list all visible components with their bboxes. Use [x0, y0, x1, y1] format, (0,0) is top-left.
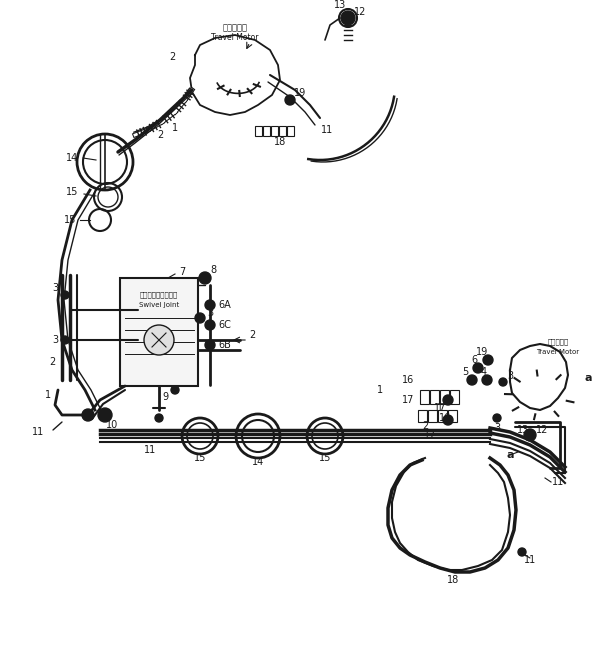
Bar: [440, 390, 449, 404]
Text: 11: 11: [321, 125, 333, 135]
Bar: [120, 278, 198, 386]
Text: スイベルジョイント: スイベルジョイント: [140, 292, 178, 298]
Circle shape: [144, 325, 174, 355]
Text: 走行モータ: 走行モータ: [222, 24, 247, 32]
Circle shape: [443, 415, 453, 425]
Circle shape: [171, 386, 179, 394]
Text: 6B: 6B: [219, 340, 231, 350]
Circle shape: [341, 11, 355, 25]
Text: 11: 11: [524, 555, 536, 565]
Bar: [255, 126, 262, 136]
Text: 6: 6: [471, 355, 477, 365]
Circle shape: [195, 313, 205, 323]
Text: 6C: 6C: [219, 320, 231, 330]
Bar: [428, 410, 437, 422]
Circle shape: [61, 336, 69, 344]
Text: 7: 7: [179, 267, 185, 277]
Text: 3: 3: [494, 423, 500, 433]
Bar: [418, 410, 427, 422]
Bar: [448, 410, 457, 422]
Circle shape: [518, 548, 526, 556]
Text: 15: 15: [66, 187, 78, 197]
Text: 11: 11: [144, 445, 156, 455]
Bar: [420, 390, 429, 404]
Circle shape: [482, 375, 492, 385]
Text: 14: 14: [252, 457, 264, 467]
Circle shape: [205, 300, 215, 310]
Text: 4: 4: [481, 367, 487, 377]
Circle shape: [199, 272, 211, 284]
Text: 3: 3: [52, 283, 58, 293]
Bar: [263, 126, 270, 136]
Circle shape: [61, 291, 69, 299]
Circle shape: [443, 395, 453, 405]
Text: Travel Motor: Travel Motor: [537, 349, 580, 355]
Circle shape: [493, 414, 501, 422]
Text: 17: 17: [424, 430, 436, 440]
Circle shape: [82, 409, 94, 421]
Circle shape: [524, 429, 536, 441]
Text: 15: 15: [64, 215, 76, 225]
Text: 19: 19: [476, 347, 488, 357]
Circle shape: [467, 375, 477, 385]
Circle shape: [483, 355, 493, 365]
Text: 1: 1: [172, 123, 178, 133]
Text: 16: 16: [439, 413, 451, 423]
Text: 11: 11: [552, 477, 564, 487]
Text: 12: 12: [354, 7, 366, 17]
Circle shape: [205, 320, 215, 330]
Circle shape: [205, 340, 215, 350]
Bar: [430, 390, 439, 404]
Bar: [450, 390, 459, 404]
Text: 8: 8: [210, 265, 216, 275]
Text: 13: 13: [517, 425, 529, 435]
Text: 3: 3: [207, 308, 213, 318]
Text: 15: 15: [194, 453, 206, 463]
Text: 16: 16: [402, 375, 414, 385]
Text: 18: 18: [274, 137, 286, 147]
Text: 走行モータ: 走行モータ: [547, 339, 569, 345]
Text: 3: 3: [52, 335, 58, 345]
Text: a: a: [585, 373, 592, 383]
Text: 2: 2: [49, 357, 55, 367]
Text: 2: 2: [422, 421, 428, 431]
Text: Swivel Joint: Swivel Joint: [139, 302, 179, 308]
Text: a: a: [507, 450, 514, 460]
Bar: [271, 126, 278, 136]
Circle shape: [155, 414, 163, 422]
Circle shape: [285, 95, 295, 105]
Text: 1: 1: [377, 385, 383, 395]
Text: 9: 9: [162, 392, 168, 402]
Text: 15: 15: [319, 453, 331, 463]
Bar: [279, 126, 286, 136]
Text: 11: 11: [32, 427, 44, 437]
Text: 18: 18: [447, 575, 459, 585]
Text: 2: 2: [169, 52, 175, 62]
Text: 19: 19: [294, 88, 306, 98]
Text: 17: 17: [434, 403, 446, 413]
Polygon shape: [190, 35, 280, 115]
Text: 14: 14: [66, 153, 78, 163]
Text: 6A: 6A: [219, 300, 231, 310]
Polygon shape: [510, 344, 568, 410]
Text: 2: 2: [249, 330, 255, 340]
Text: 12: 12: [536, 425, 548, 435]
Circle shape: [473, 363, 483, 373]
Text: 5: 5: [462, 367, 468, 377]
Text: 2: 2: [157, 130, 163, 140]
Bar: [287, 126, 294, 136]
Text: 17: 17: [402, 395, 414, 405]
Text: 3: 3: [507, 371, 513, 381]
Text: 10: 10: [106, 420, 118, 430]
Text: 1: 1: [437, 403, 443, 413]
Text: Travel Motor: Travel Motor: [211, 32, 258, 42]
Text: 1: 1: [45, 390, 51, 400]
Text: 13: 13: [334, 0, 346, 10]
Circle shape: [499, 378, 507, 386]
Bar: [438, 410, 447, 422]
Circle shape: [98, 408, 112, 422]
